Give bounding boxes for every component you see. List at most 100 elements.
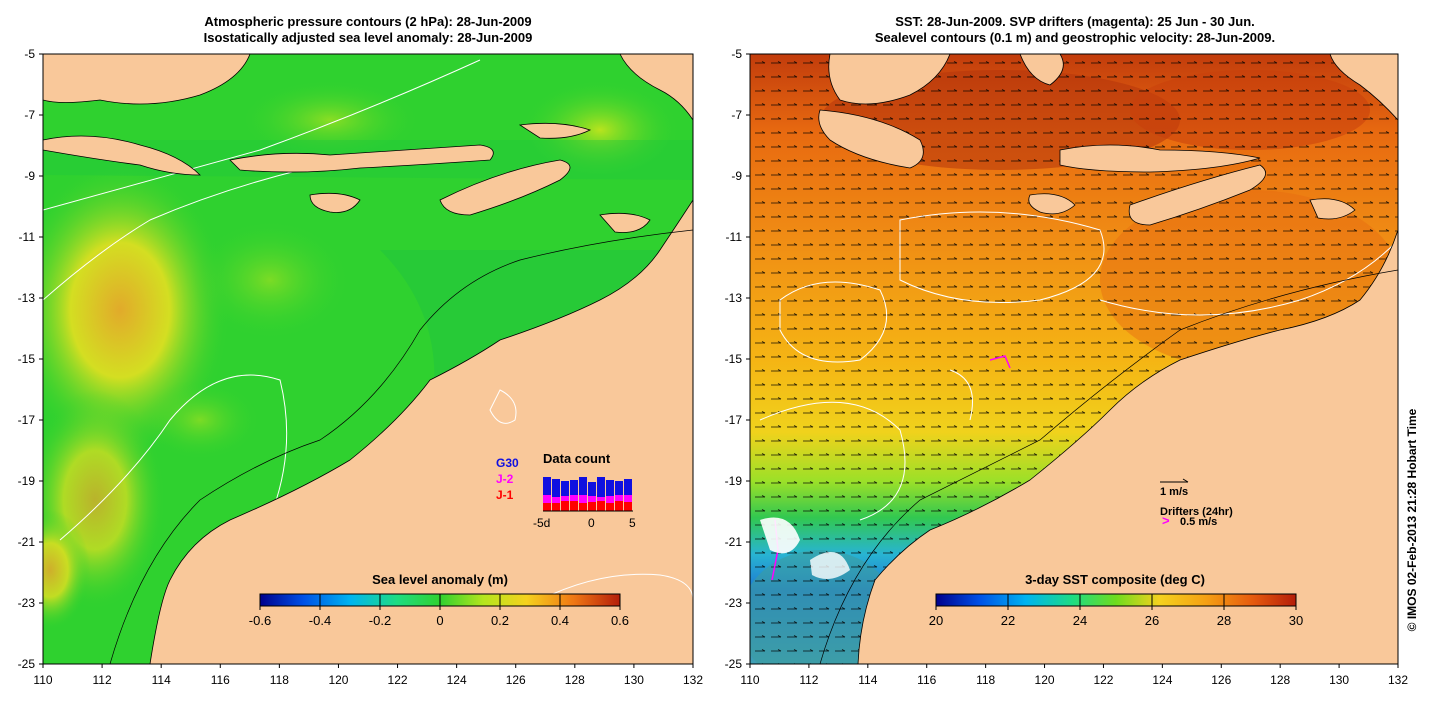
right-lat-tick-label: -23 <box>725 596 743 610</box>
data-count-bar <box>561 501 569 511</box>
data-count-bar <box>624 495 632 502</box>
right-lon-tick-label: 128 <box>1270 673 1290 687</box>
left-lat-tick-label: -13 <box>18 291 36 305</box>
data-count-bar <box>606 503 614 511</box>
data-count-bars <box>543 477 633 512</box>
left-title: Atmospheric pressure contours (2 hPa): 2… <box>43 14 693 46</box>
left-lon-tick-label: 112 <box>93 673 112 687</box>
data-count-bar <box>543 503 551 511</box>
data-count-bar <box>615 495 623 501</box>
right-lat-tick-label: -7 <box>731 108 742 122</box>
right-lat-tick-label: -11 <box>726 230 743 244</box>
right-lon-tick-label: 110 <box>740 673 759 687</box>
right-lat-tick-label: -17 <box>725 413 743 427</box>
sst-colorbar-tick: 28 <box>1217 613 1231 628</box>
right-lon-tick-label: 122 <box>1093 673 1113 687</box>
right-lon-tick-label: 130 <box>1329 673 1349 687</box>
data-count-bar <box>552 497 560 503</box>
right-lat-tick-label: -5 <box>731 47 742 61</box>
left-lon-tick-label: 114 <box>152 673 171 687</box>
left-lat-tick-label: -7 <box>24 108 35 122</box>
data-count-bar <box>597 497 605 501</box>
drifter-scale-label: 0.5 m/s <box>1180 516 1217 528</box>
sst-colorbar-tick: 26 <box>1145 613 1159 628</box>
sst-land <box>818 54 1398 664</box>
data-count-tick-neg: -5d <box>533 516 550 530</box>
data-count-bar <box>579 503 587 511</box>
right-lon-tick-label: 126 <box>1211 673 1231 687</box>
left-lon-tick-label: 122 <box>388 673 408 687</box>
right-lon-tick-label: 124 <box>1152 673 1172 687</box>
left-lon-tick-label: 116 <box>211 673 230 687</box>
data-count-bar <box>588 496 596 502</box>
right-title-line2: Sealevel contours (0.1 m) and geostrophi… <box>874 30 1276 45</box>
left-lat-tick-label: -11 <box>19 230 36 244</box>
credit-text: © IMOS 02-Feb-2013 21:28 Hobart Time <box>1403 370 1423 670</box>
data-count-bar <box>597 477 605 497</box>
right-lat-tick-label: -15 <box>725 352 743 366</box>
data-count-bar <box>561 481 569 496</box>
sla-land <box>43 54 693 664</box>
velocity-scale-label: 1 m/s <box>1160 486 1188 498</box>
drifter-arrow-icon: > <box>1162 513 1170 528</box>
sla-colorbar-tick: 0.2 <box>491 613 509 628</box>
sla-colorbar-tick: -0.4 <box>309 613 331 628</box>
left-lat-tick-label: -19 <box>18 474 36 488</box>
sla-colorbar-tick: -0.2 <box>369 613 391 628</box>
sla-colorbar-tick: -0.6 <box>249 613 271 628</box>
right-title-line1: SST: 28-Jun-2009. SVP drifters (magenta)… <box>895 14 1255 29</box>
left-lon-tick-label: 132 <box>683 673 703 687</box>
left-lon-tick-label: 128 <box>565 673 585 687</box>
legend-g30: G30 <box>496 456 519 470</box>
data-count-bar <box>561 496 569 501</box>
right-lon-tick-label: 116 <box>917 673 936 687</box>
sst-colorbar-tick: 24 <box>1073 613 1087 628</box>
data-count-bar <box>579 477 587 495</box>
sst-colorbar: 3-day SST composite (deg C) 20 22 24 26 28 30 <box>929 572 1303 628</box>
legend-j2: J-2 <box>496 472 514 486</box>
data-count-bar <box>588 502 596 511</box>
left-lon-tick-label: 110 <box>33 673 52 687</box>
right-lon-tick-label: 114 <box>858 673 877 687</box>
data-count-bar <box>624 479 632 495</box>
data-count-bar <box>570 495 578 501</box>
data-count-bar <box>597 501 605 511</box>
left-lat-tick-label: -9 <box>24 169 35 183</box>
right-title: SST: 28-Jun-2009. SVP drifters (magenta)… <box>750 14 1400 46</box>
sla-colorbar-tick: 0.4 <box>551 613 569 628</box>
right-lat-tick-label: -9 <box>731 169 742 183</box>
data-count-inset: Data count G30 J-2 J-1 -5d 0 5 <box>496 451 636 530</box>
velocity-scale: 1 m/s Drifters (24hr) > 0.5 m/s <box>1160 478 1233 528</box>
left-lat-tick-label: -21 <box>18 535 36 549</box>
sla-map <box>43 54 693 664</box>
right-lat-tick-label: -19 <box>725 474 743 488</box>
left-lat-tick-label: -23 <box>18 596 36 610</box>
axis-ticks: -5 -7 -9 -11 -13 -15 -17 -19 -21 -23 -25 110 112 114 1… <box>18 47 1409 687</box>
data-count-title: Data count <box>543 451 611 466</box>
left-title-line2: Isostatically adjusted sea level anomaly… <box>203 30 533 45</box>
left-title-line1: Atmospheric pressure contours (2 hPa): 2… <box>204 14 532 29</box>
left-lat-tick-label: -15 <box>18 352 36 366</box>
data-count-bar <box>552 479 560 497</box>
left-lon-tick-label: 120 <box>328 673 348 687</box>
right-lon-tick-label: 118 <box>976 673 995 687</box>
data-count-bar <box>543 477 551 495</box>
sla-colorbar-tick: 0 <box>436 613 443 628</box>
right-lat-tick-label: -21 <box>725 535 743 549</box>
right-lon-tick-label: 112 <box>799 673 818 687</box>
legend-j1: J-1 <box>496 488 514 502</box>
sst-colorbar-tick: 22 <box>1001 613 1015 628</box>
sst-colorbar-label: 3-day SST composite (deg C) <box>1025 572 1205 587</box>
sla-colorbar-tick: 0.6 <box>611 613 629 628</box>
data-count-bar <box>579 495 587 503</box>
data-count-bar <box>588 482 596 496</box>
data-count-tick-pos: 5 <box>629 516 636 530</box>
data-count-bar <box>615 501 623 511</box>
data-count-bar <box>606 496 614 503</box>
sst-map <box>750 54 1398 664</box>
left-lat-tick-label: -17 <box>18 413 36 427</box>
data-count-tick-zero: 0 <box>588 516 595 530</box>
data-count-bar <box>615 481 623 495</box>
left-lon-tick-label: 130 <box>624 673 644 687</box>
